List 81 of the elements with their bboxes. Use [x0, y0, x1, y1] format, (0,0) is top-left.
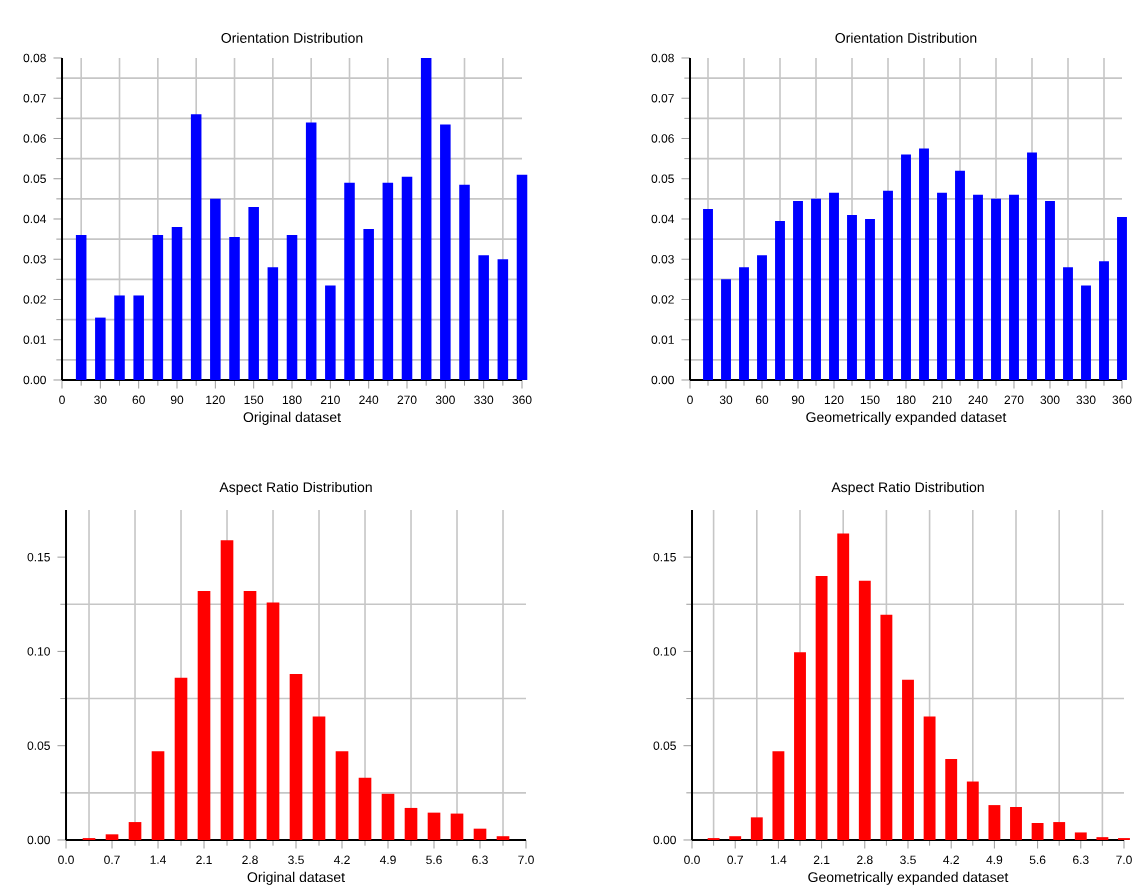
bar	[991, 198, 1001, 380]
bar	[358, 777, 372, 840]
bar	[739, 267, 749, 380]
bar	[1074, 832, 1087, 840]
bar	[248, 206, 259, 380]
bar	[420, 58, 432, 380]
bar	[344, 182, 355, 380]
bar	[335, 751, 349, 840]
bar	[229, 237, 240, 380]
bar	[305, 122, 317, 380]
bar	[152, 235, 164, 380]
bar	[478, 255, 489, 380]
bar	[815, 575, 828, 840]
bar	[459, 184, 470, 380]
bar	[721, 279, 731, 380]
bar	[829, 192, 839, 380]
bar	[837, 533, 850, 840]
bar	[266, 602, 280, 840]
bar	[1053, 822, 1066, 840]
bar	[95, 317, 106, 380]
bar	[757, 255, 767, 380]
bar	[171, 227, 183, 380]
bar	[1045, 200, 1055, 380]
bar	[197, 591, 211, 840]
bar	[381, 793, 395, 840]
bar	[516, 174, 528, 380]
bar	[382, 182, 394, 380]
bar	[1099, 261, 1109, 380]
bar	[703, 208, 713, 380]
bar	[966, 781, 979, 840]
bar	[105, 834, 119, 840]
bar	[919, 148, 929, 380]
bar	[1063, 267, 1073, 380]
bar	[847, 214, 857, 380]
bar	[973, 194, 983, 380]
bar	[151, 751, 165, 840]
bar	[775, 221, 785, 380]
bar	[793, 200, 803, 380]
bar	[174, 677, 188, 840]
bar	[988, 805, 1001, 840]
bar	[858, 580, 871, 840]
bar	[363, 229, 374, 380]
bar	[880, 614, 893, 840]
bar	[114, 295, 125, 380]
bar	[243, 591, 257, 840]
bar	[1117, 216, 1127, 380]
bar	[923, 716, 936, 840]
bar	[473, 828, 487, 840]
bar	[450, 813, 464, 840]
bar	[902, 679, 914, 840]
bar	[937, 192, 947, 380]
bar	[427, 812, 441, 840]
bar	[883, 190, 893, 380]
bar	[1081, 285, 1091, 380]
bar	[190, 114, 202, 380]
bar	[750, 817, 763, 840]
bar	[1027, 152, 1037, 380]
bar	[497, 259, 509, 380]
bar	[289, 674, 303, 840]
bar	[401, 176, 413, 380]
bar	[865, 218, 875, 380]
bar	[1009, 194, 1019, 380]
bar	[1031, 823, 1044, 840]
bar	[794, 652, 806, 840]
bar	[128, 822, 142, 840]
bar	[440, 124, 451, 380]
bar	[901, 154, 911, 380]
bar	[772, 751, 785, 840]
bar	[220, 540, 234, 840]
bar	[955, 170, 965, 380]
bar	[133, 295, 144, 380]
bar	[312, 716, 326, 840]
bar	[210, 198, 221, 380]
bar	[1010, 806, 1022, 840]
bar	[404, 807, 418, 840]
bar	[286, 235, 298, 380]
bar	[75, 235, 87, 380]
bar	[811, 198, 821, 380]
bar	[325, 285, 336, 380]
bar	[945, 758, 958, 840]
bar	[267, 267, 279, 380]
